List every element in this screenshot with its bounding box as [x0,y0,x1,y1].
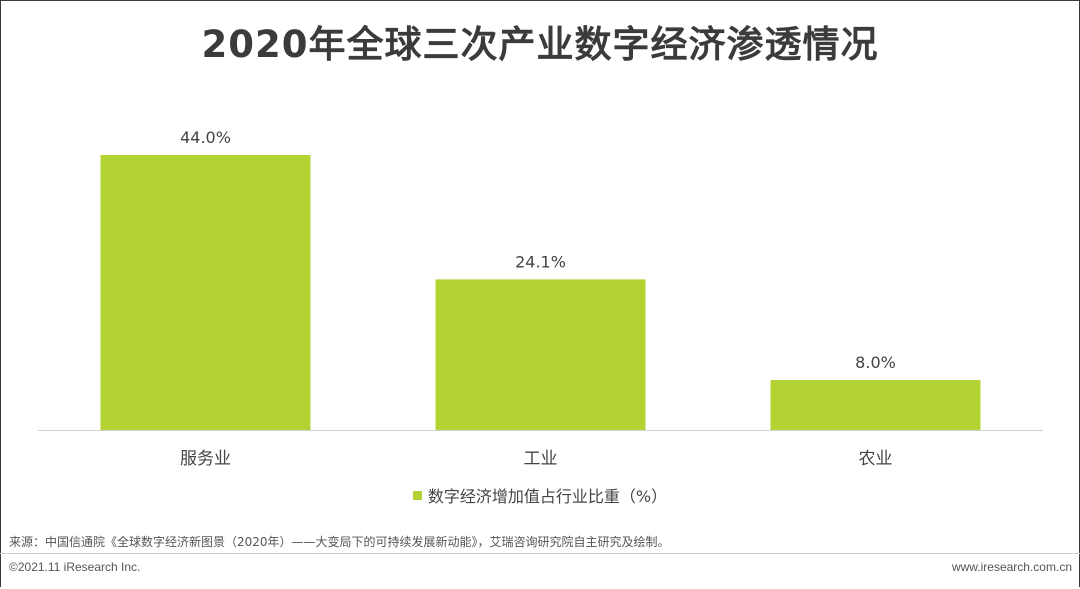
footer: ©2021.11 iResearch Inc. www.iresearch.co… [0,553,1080,589]
data-label-1: 44.0% [180,128,231,147]
copyright: ©2021.11 iResearch Inc. [9,560,141,574]
bar-1 [100,155,311,430]
chart-title: 2020年全球三次产业数字经济渗透情况 [201,23,879,66]
bar-3 [770,380,981,430]
legend-label: 数字经济增加值占行业比重（%） [427,487,668,506]
x-tick-label-1: 服务业 [180,449,231,469]
bar-chart: 44.0% 服务业 24.1% 工业 8.0% 农业 [38,128,1043,469]
legend: 数字经济增加值占行业比重（%） [0,483,1080,507]
website-link[interactable]: www.iresearch.com.cn [951,560,1072,574]
x-tick-label-3: 农业 [859,449,893,469]
data-label-2: 24.1% [515,252,566,271]
data-label-3: 8.0% [855,353,896,372]
bar-2 [435,279,646,430]
source-note: 来源：中国信通院《全球数字经济新图景（2020年）——大变局下的可持续发展新动能… [9,535,670,549]
legend-swatch [412,491,422,500]
x-tick-label-2: 工业 [524,449,558,469]
